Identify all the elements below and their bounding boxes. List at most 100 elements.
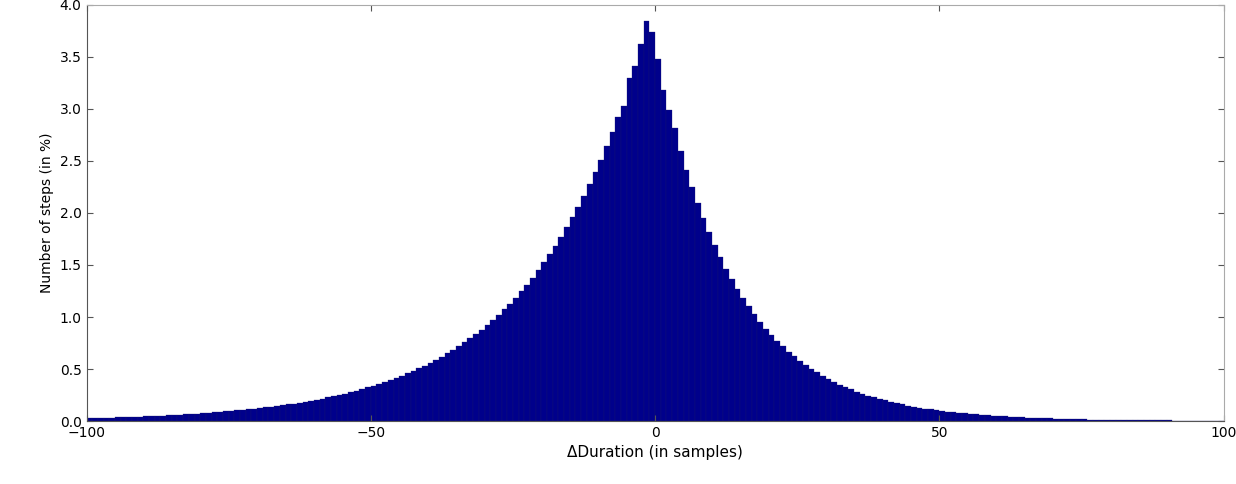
Bar (349, 392, 353, 421)
Bar (655, 59, 661, 421)
Bar (786, 351, 791, 421)
Bar (740, 298, 747, 421)
Bar (331, 396, 336, 421)
Bar (320, 398, 325, 421)
Bar (218, 412, 222, 421)
Bar (308, 401, 314, 421)
Bar (382, 382, 388, 421)
Bar (598, 160, 604, 421)
Bar (491, 320, 496, 421)
Bar (701, 218, 706, 421)
Bar (905, 406, 911, 421)
Bar (666, 110, 672, 421)
Bar (1099, 420, 1104, 421)
Bar (132, 417, 137, 421)
Bar (747, 306, 751, 421)
X-axis label: ΔDuration (in samples): ΔDuration (in samples) (567, 445, 743, 460)
Bar (371, 386, 377, 421)
Bar (876, 399, 883, 421)
Bar (462, 342, 467, 421)
Bar (819, 376, 826, 421)
Bar (559, 237, 564, 421)
Bar (274, 406, 279, 421)
Bar (467, 338, 473, 421)
Bar (871, 397, 876, 421)
Bar (883, 400, 889, 421)
Bar (848, 390, 854, 421)
Bar (263, 408, 268, 421)
Bar (627, 78, 633, 421)
Bar (445, 353, 450, 421)
Bar (933, 410, 939, 421)
Bar (166, 415, 172, 421)
Bar (826, 379, 832, 421)
Bar (962, 413, 968, 421)
Bar (428, 363, 434, 421)
Bar (564, 227, 570, 421)
Bar (87, 418, 93, 421)
Bar (268, 407, 274, 421)
Bar (121, 417, 126, 421)
Bar (1110, 420, 1116, 421)
Bar (677, 151, 684, 421)
Bar (1093, 420, 1099, 421)
Bar (609, 132, 616, 421)
Bar (279, 405, 286, 421)
Bar (1018, 417, 1025, 421)
Bar (456, 346, 462, 421)
Bar (552, 246, 559, 421)
Bar (985, 415, 990, 421)
Bar (229, 411, 235, 421)
Bar (541, 262, 548, 421)
Bar (360, 389, 365, 421)
Bar (434, 360, 439, 421)
Bar (854, 392, 860, 421)
Bar (865, 395, 871, 421)
Bar (939, 411, 946, 421)
Bar (592, 172, 598, 421)
Bar (758, 322, 763, 421)
Bar (633, 66, 638, 421)
Bar (922, 408, 928, 421)
Bar (286, 404, 292, 421)
Bar (928, 409, 933, 421)
Bar (576, 207, 581, 421)
Bar (336, 395, 342, 421)
Bar (211, 412, 218, 421)
Bar (763, 329, 769, 421)
Bar (478, 330, 485, 421)
Bar (388, 380, 393, 421)
Bar (1064, 419, 1070, 421)
Bar (98, 418, 104, 421)
Bar (581, 196, 587, 421)
Bar (1002, 416, 1007, 421)
Bar (1138, 420, 1145, 421)
Bar (303, 402, 308, 421)
Bar (769, 335, 775, 421)
Bar (1075, 419, 1082, 421)
Bar (889, 402, 894, 421)
Bar (365, 387, 371, 421)
Bar (109, 418, 115, 421)
Bar (246, 409, 251, 421)
Bar (399, 376, 405, 421)
Bar (911, 407, 917, 421)
Bar (649, 32, 655, 421)
Bar (200, 413, 206, 421)
Bar (950, 412, 957, 421)
Bar (815, 372, 819, 421)
Bar (143, 416, 150, 421)
Bar (734, 289, 740, 421)
Bar (485, 325, 491, 421)
Y-axis label: Number of steps (in %): Number of steps (in %) (40, 133, 54, 293)
Bar (496, 315, 502, 421)
Bar (957, 413, 962, 421)
Bar (342, 393, 349, 421)
Bar (661, 91, 666, 421)
Bar (860, 393, 865, 421)
Bar (1116, 420, 1121, 421)
Bar (684, 169, 690, 421)
Bar (530, 277, 535, 421)
Bar (808, 369, 815, 421)
Bar (1145, 420, 1149, 421)
